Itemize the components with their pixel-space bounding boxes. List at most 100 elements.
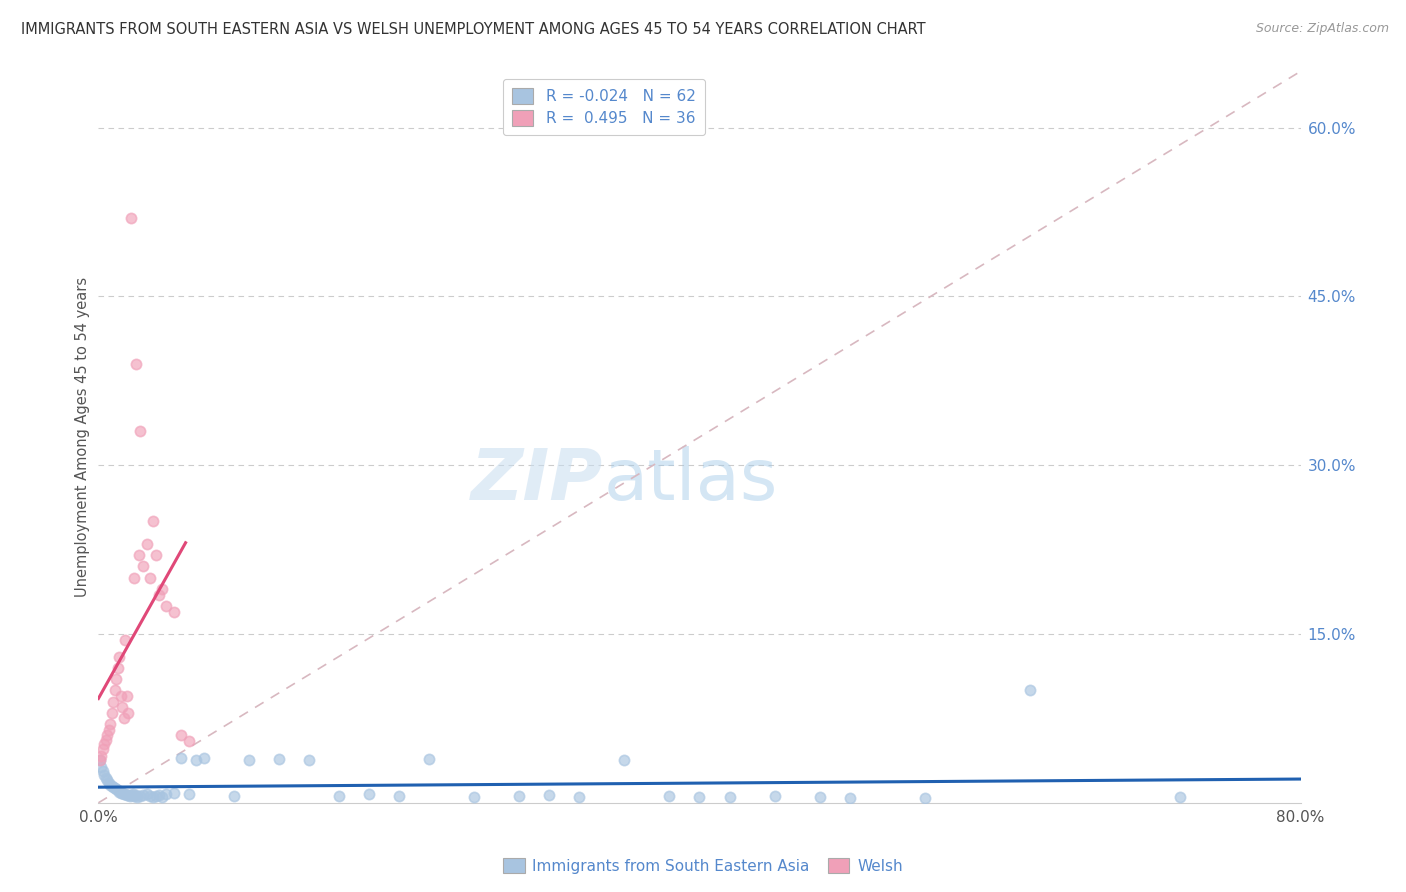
Point <box>90 760 112 774</box>
Point <box>145 789 167 803</box>
Point <box>141 790 163 805</box>
Point <box>148 588 170 602</box>
Point <box>105 782 128 797</box>
Point <box>96 773 118 788</box>
Point <box>132 559 155 574</box>
Legend: R = -0.024   N = 62, R =  0.495   N = 36: R = -0.024 N = 62, R = 0.495 N = 36 <box>503 79 704 136</box>
Legend: Immigrants from South Eastern Asia, Welsh: Immigrants from South Eastern Asia, Wels… <box>498 852 908 880</box>
Point <box>613 753 636 767</box>
Point <box>418 752 440 766</box>
Point <box>112 787 135 801</box>
Point <box>177 787 200 801</box>
Text: IMMIGRANTS FROM SOUTH EASTERN ASIA VS WELSH UNEMPLOYMENT AMONG AGES 45 TO 54 YEA: IMMIGRANTS FROM SOUTH EASTERN ASIA VS WE… <box>21 22 925 37</box>
Point <box>298 753 321 767</box>
Point <box>89 753 111 767</box>
Point <box>105 672 128 686</box>
Point <box>388 789 411 803</box>
Point <box>718 790 741 805</box>
Text: Source: ZipAtlas.com: Source: ZipAtlas.com <box>1256 22 1389 36</box>
Point <box>97 723 120 737</box>
Point <box>111 700 134 714</box>
Point <box>162 605 184 619</box>
Y-axis label: Unemployment Among Ages 45 to 54 years: Unemployment Among Ages 45 to 54 years <box>75 277 90 597</box>
Point <box>150 790 173 805</box>
Point <box>184 753 207 767</box>
Point <box>93 737 115 751</box>
Point <box>914 791 936 805</box>
Point <box>222 789 245 803</box>
Point <box>90 748 112 763</box>
Point <box>238 753 260 767</box>
Point <box>104 683 127 698</box>
Point <box>114 632 136 647</box>
Point <box>357 787 380 801</box>
Point <box>94 771 117 785</box>
Point <box>97 775 120 789</box>
Point <box>100 717 122 731</box>
Point <box>658 789 681 803</box>
Point <box>103 694 125 708</box>
Point <box>155 599 177 613</box>
Point <box>91 741 114 756</box>
Point <box>108 784 131 798</box>
Point <box>129 789 152 803</box>
Point <box>108 649 131 664</box>
Point <box>118 789 141 803</box>
Point <box>125 788 148 802</box>
Point <box>328 789 350 803</box>
Point <box>125 357 148 371</box>
Point <box>141 515 163 529</box>
Point <box>1019 683 1042 698</box>
Point <box>124 789 146 803</box>
Text: ZIP: ZIP <box>471 447 603 516</box>
Point <box>124 571 146 585</box>
Point <box>138 571 160 585</box>
Point <box>91 764 114 779</box>
Point <box>96 728 118 742</box>
Point <box>121 211 143 225</box>
Point <box>150 582 173 596</box>
Point <box>568 790 591 805</box>
Point <box>94 732 117 747</box>
Point <box>127 790 149 805</box>
Point <box>104 781 127 796</box>
Point <box>170 728 193 742</box>
Point <box>111 786 134 800</box>
Point <box>110 689 132 703</box>
Point <box>110 786 132 800</box>
Point <box>132 788 155 802</box>
Point <box>128 548 150 562</box>
Text: atlas: atlas <box>603 447 778 516</box>
Point <box>138 789 160 803</box>
Point <box>463 790 485 805</box>
Point <box>107 783 129 797</box>
Point <box>115 689 138 703</box>
Point <box>121 788 143 802</box>
Point <box>103 780 125 794</box>
Point <box>162 786 184 800</box>
Point <box>148 788 170 802</box>
Point <box>89 753 111 767</box>
Point <box>135 537 157 551</box>
Point <box>177 734 200 748</box>
Point <box>155 787 177 801</box>
Point <box>689 790 711 805</box>
Point <box>114 787 136 801</box>
Point <box>170 751 193 765</box>
Point <box>117 706 139 720</box>
Point <box>101 779 124 793</box>
Point <box>100 778 122 792</box>
Point <box>117 788 139 802</box>
Point <box>93 767 115 781</box>
Point <box>808 790 831 805</box>
Point <box>135 787 157 801</box>
Point <box>193 751 215 765</box>
Point <box>508 789 530 803</box>
Point <box>145 548 167 562</box>
Point <box>129 425 152 439</box>
Point <box>267 752 290 766</box>
Point <box>112 711 135 725</box>
Point <box>538 788 561 802</box>
Point <box>122 787 145 801</box>
Point <box>763 789 786 803</box>
